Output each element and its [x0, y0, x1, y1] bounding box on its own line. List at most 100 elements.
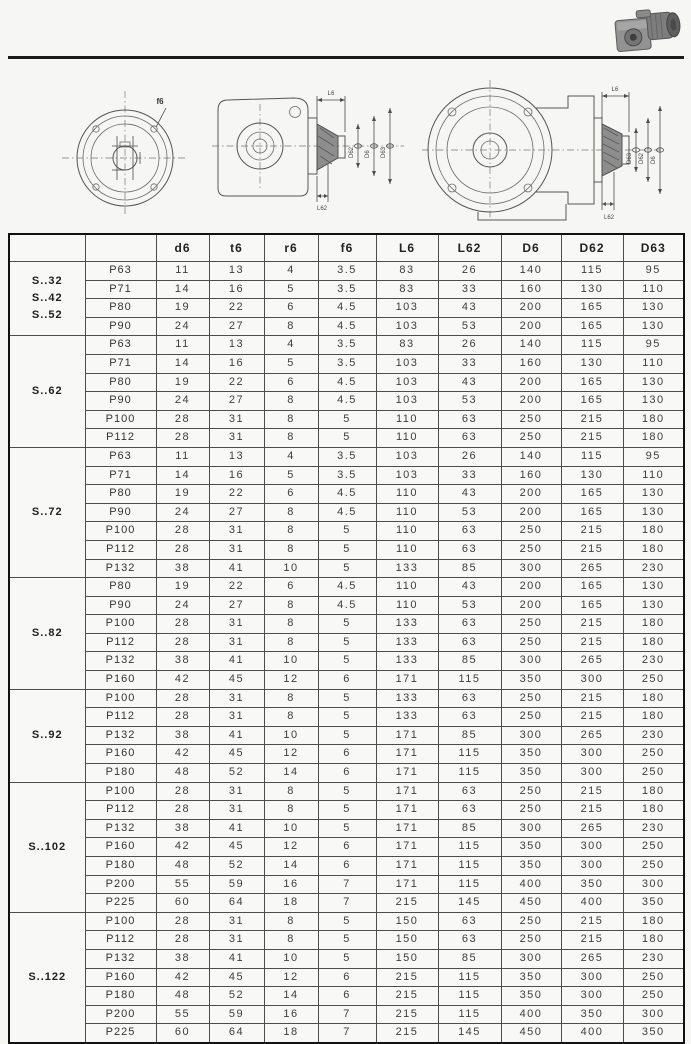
series-label-cell: S..92	[8, 688, 86, 783]
value-cell: 200	[500, 391, 562, 411]
value-cell: 14	[263, 763, 319, 783]
table-row: P112 28 31 8 5 133 63 250 215 180	[9, 707, 685, 727]
value-cell: 48	[155, 856, 210, 876]
value-cell: 83	[375, 279, 439, 300]
value-cell: 180	[622, 614, 685, 634]
value-cell: 130	[622, 502, 685, 523]
value-cell: 8	[263, 707, 319, 727]
dim-D6-label: D6	[651, 156, 657, 164]
value-cell: 63	[437, 614, 502, 634]
value-cell: 19	[155, 577, 210, 597]
value-cell: 24	[155, 595, 210, 616]
value-cell: 43	[437, 372, 502, 393]
value-cell: 103	[375, 353, 439, 374]
table-row: P100 28 31 8 5 110 63 250 215 180	[9, 521, 685, 541]
value-cell: 11	[155, 335, 210, 355]
value-cell: 63	[437, 930, 502, 950]
value-cell: 28	[155, 614, 210, 634]
value-cell: 7	[317, 1004, 377, 1025]
value-cell: 115	[560, 446, 624, 467]
series-label-cell: S..32 S..42 S..52	[8, 260, 86, 337]
value-cell: 300	[560, 670, 624, 690]
value-cell: 5	[317, 614, 377, 634]
value-cell: 4	[263, 261, 319, 281]
motor-size-cell: P200	[84, 1004, 157, 1025]
value-cell: 6	[317, 670, 377, 690]
value-cell: 250	[500, 688, 562, 709]
value-cell: 165	[560, 502, 624, 523]
value-cell: 53	[437, 391, 502, 411]
value-cell: 171	[375, 781, 439, 802]
header-divider-rule	[8, 56, 684, 59]
value-cell: 6	[263, 484, 319, 504]
value-cell: 350	[500, 670, 562, 690]
value-cell: 250	[622, 986, 685, 1006]
bolt-hole-icon	[523, 183, 533, 193]
bolt-hole-icon	[447, 107, 457, 117]
header-row: d6 t6 r6 f6 L6 L62 D6 D62 D63	[8, 233, 685, 262]
value-cell: 95	[622, 446, 685, 467]
value-cell: 215	[560, 800, 624, 820]
value-cell: 165	[560, 577, 624, 597]
value-cell: 250	[622, 967, 685, 988]
value-cell: 250	[500, 428, 562, 448]
value-cell: 350	[560, 874, 624, 895]
motor-size-cell: P180	[84, 856, 157, 876]
value-cell: 110	[375, 521, 439, 541]
value-cell: 115	[437, 837, 502, 857]
value-cell: 230	[622, 558, 685, 579]
table-row: P180 48 52 14 6 171 115 350 300 250	[9, 856, 685, 876]
value-cell: 42	[155, 744, 210, 765]
value-cell: 230	[622, 725, 685, 746]
value-cell: 13	[208, 446, 265, 467]
value-cell: 165	[560, 391, 624, 411]
value-cell: 63	[437, 521, 502, 541]
dim-D63-label: D63	[627, 152, 633, 164]
series-label: S..42	[31, 292, 63, 305]
table-row: P100 28 31 8 5 133 63 250 215 180	[9, 614, 685, 634]
motor-size-cell: P100	[84, 781, 157, 802]
table-row: P112 28 31 8 5 110 63 250 215 180	[9, 539, 685, 560]
value-cell: 28	[155, 428, 210, 448]
motor-size-cell: P100	[84, 688, 157, 709]
motor-size-cell: P100	[84, 409, 157, 430]
value-cell: 180	[622, 539, 685, 560]
value-cell: 6	[263, 577, 319, 597]
value-cell: 31	[208, 800, 265, 820]
value-cell: 133	[375, 614, 439, 634]
value-cell: 171	[375, 725, 439, 746]
value-cell: 22	[208, 577, 265, 597]
value-cell: 400	[500, 874, 562, 895]
table-row: P180 48 52 14 6 171 115 350 300 250	[9, 763, 685, 783]
value-cell: 180	[622, 688, 685, 709]
catalog-page: { "drawings": { "flange": { "callout": "…	[8, 9, 685, 1044]
value-cell: 28	[155, 781, 210, 802]
motor-size-cell: P63	[84, 335, 157, 355]
table-row: P112 28 31 8 5 150 63 250 215 180	[9, 930, 685, 950]
value-cell: 85	[437, 651, 502, 672]
value-cell: 16	[263, 874, 319, 895]
value-cell: 350	[500, 967, 562, 988]
value-cell: 6	[317, 763, 377, 783]
value-cell: 38	[155, 818, 210, 839]
dimensions-table: d6 t6 r6 f6 L6 L62 D6 D62 D63 S..32 S..42 S..52 P63…	[8, 233, 685, 1044]
series-label-cell: S..62	[8, 335, 86, 448]
value-cell: 27	[208, 502, 265, 523]
value-cell: 130	[622, 316, 685, 337]
table-row: P80 19 22 6 4.5 103 43 200 165 130	[9, 372, 685, 393]
value-cell: 10	[263, 948, 319, 969]
motor-size-cell: P71	[84, 465, 157, 486]
table-row: P112 28 31 8 5 110 63 250 215 180	[9, 428, 685, 448]
value-cell: 250	[500, 707, 562, 727]
table-row: S..32 S..42 S..52 P63 11 13 4 3.5 83 26 140 115 95	[8, 260, 685, 337]
value-cell: 45	[208, 670, 265, 690]
value-cell: 130	[622, 298, 685, 318]
motor-size-cell: P132	[84, 651, 157, 672]
value-cell: 250	[622, 837, 685, 857]
value-cell: 300	[500, 818, 562, 839]
value-cell: 160	[500, 465, 562, 486]
value-cell: 171	[375, 856, 439, 876]
table-row: S..92 P100 28 31 8 5 133 63 250 215 180	[8, 688, 685, 783]
value-cell: 180	[622, 800, 685, 820]
value-cell: 265	[560, 558, 624, 579]
